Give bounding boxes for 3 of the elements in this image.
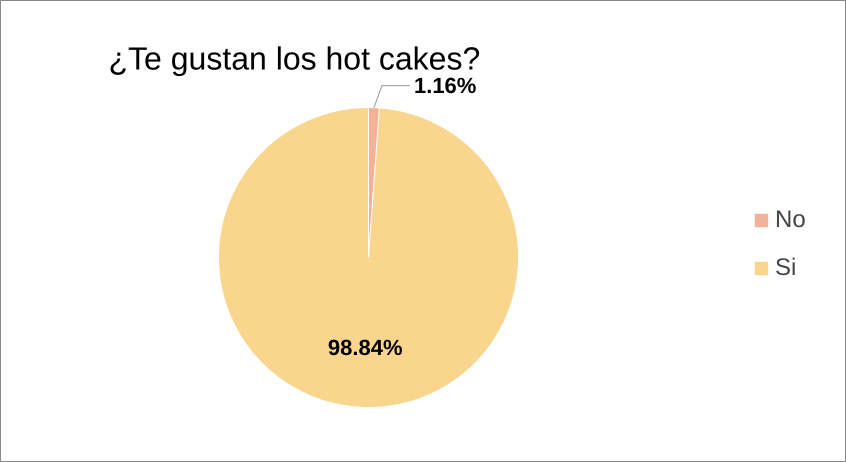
legend-label: No xyxy=(775,206,806,234)
data-label: 98.84% xyxy=(328,334,403,360)
legend-label: Si xyxy=(775,254,796,282)
